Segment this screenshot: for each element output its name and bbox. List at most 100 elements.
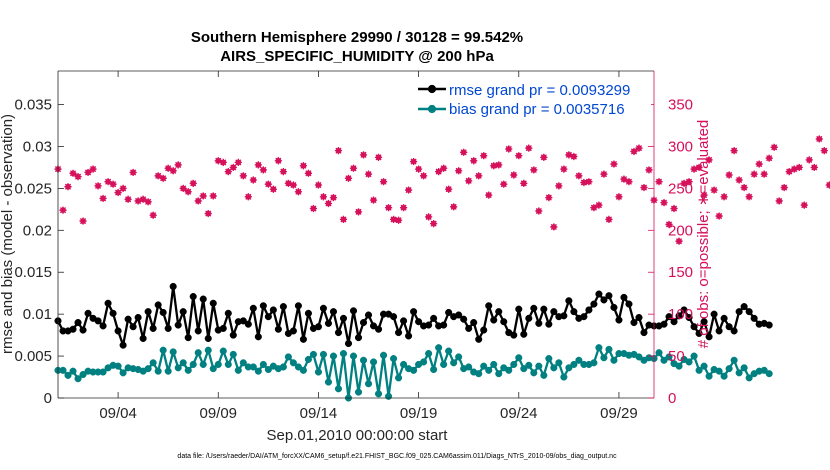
rmse-point bbox=[520, 330, 528, 338]
bias-point bbox=[385, 392, 393, 400]
y-axis-right-label: # of obs: o=possible; ∗=evaluated bbox=[695, 120, 712, 349]
rmse-point bbox=[149, 324, 157, 332]
obs-count-point bbox=[374, 153, 383, 161]
obs-count-point bbox=[510, 171, 518, 179]
rmse-point bbox=[590, 300, 598, 308]
obs-count-point bbox=[364, 170, 373, 178]
bias-point bbox=[565, 364, 573, 372]
bias-point bbox=[685, 358, 693, 366]
bias-point bbox=[410, 366, 418, 374]
rmse-point bbox=[730, 327, 738, 335]
obs-count-point bbox=[710, 186, 718, 194]
bias-point bbox=[219, 347, 227, 355]
legend-box bbox=[411, 77, 651, 119]
rmse-point bbox=[525, 314, 533, 322]
obs-count-point bbox=[369, 196, 378, 204]
obs-count-point bbox=[730, 147, 738, 155]
rmse-point bbox=[715, 327, 723, 335]
bias-point bbox=[359, 356, 368, 364]
bias-point bbox=[560, 373, 568, 381]
bias-point bbox=[430, 365, 438, 374]
obs-count-point bbox=[299, 162, 308, 170]
obs-count-point bbox=[199, 192, 207, 200]
obs-count-point bbox=[695, 163, 703, 172]
bias-point bbox=[395, 374, 403, 382]
y-right-tick-label: 100 bbox=[668, 306, 693, 323]
obs-count-point bbox=[725, 171, 733, 179]
rmse-point bbox=[164, 324, 172, 332]
rmse-point bbox=[530, 304, 538, 312]
bias-point bbox=[64, 371, 72, 379]
obs-count-point bbox=[700, 191, 708, 199]
obs-count-point bbox=[815, 135, 823, 143]
obs-count-point bbox=[620, 175, 628, 183]
bias-point bbox=[490, 360, 498, 369]
obs-count-point bbox=[359, 151, 368, 159]
x-tick-label: 09/29 bbox=[600, 405, 638, 422]
obs-count-point bbox=[344, 174, 353, 182]
obs-count-point bbox=[284, 179, 292, 187]
bias-point bbox=[144, 365, 152, 373]
rmse-point bbox=[440, 321, 448, 329]
bias-point bbox=[59, 366, 67, 374]
obs-count-point bbox=[184, 188, 192, 196]
bias-point bbox=[390, 355, 398, 363]
bias-point bbox=[510, 360, 518, 369]
rmse-point bbox=[560, 312, 568, 320]
rmse-point bbox=[640, 329, 648, 337]
rmse-point bbox=[720, 314, 728, 322]
y-right-tick-label: 0 bbox=[668, 390, 676, 407]
rmse-point bbox=[199, 295, 207, 303]
bias-point bbox=[319, 350, 327, 358]
bias-point bbox=[74, 375, 82, 383]
obs-count-point bbox=[505, 145, 513, 153]
rmse-point bbox=[99, 322, 107, 330]
obs-count-point bbox=[264, 180, 272, 188]
obs-count-point bbox=[575, 172, 583, 180]
rmse-point bbox=[495, 308, 503, 316]
rmse-point bbox=[324, 319, 333, 327]
bias-point bbox=[465, 363, 473, 371]
rmse-point bbox=[154, 301, 162, 309]
bias-point bbox=[700, 362, 708, 370]
rmse-point bbox=[124, 315, 132, 323]
obs-count-point bbox=[174, 161, 182, 169]
obs-count-point bbox=[194, 197, 202, 205]
obs-count-point bbox=[780, 183, 788, 192]
obs-count-point bbox=[720, 193, 728, 201]
rmse-point bbox=[515, 305, 523, 313]
rmse-point bbox=[84, 309, 92, 317]
bias-point bbox=[99, 368, 107, 376]
rmse-point bbox=[329, 308, 338, 316]
chart-title-line1: Southern Hemisphere 29990 / 30128 = 99.5… bbox=[191, 29, 523, 46]
obs-count-point bbox=[805, 156, 813, 164]
obs-count-point bbox=[610, 160, 618, 168]
obs-count-point bbox=[154, 172, 162, 180]
obs-count-point bbox=[309, 204, 318, 213]
bias-point bbox=[154, 367, 162, 375]
rmse-point bbox=[249, 304, 257, 312]
rmse-point bbox=[565, 297, 573, 305]
rmse-point bbox=[605, 292, 613, 300]
obs-count-point bbox=[485, 191, 493, 199]
obs-count-point bbox=[254, 161, 262, 169]
obs-count-point bbox=[520, 179, 528, 187]
bias-point bbox=[314, 368, 322, 376]
obs-count-point bbox=[635, 144, 643, 152]
legend-bias-marker bbox=[427, 104, 437, 114]
obs-count-point bbox=[239, 172, 247, 180]
y-left-tick-label: 0 bbox=[44, 390, 52, 407]
rmse-point bbox=[750, 314, 758, 322]
obs-count-point bbox=[585, 178, 593, 186]
obs-count-point bbox=[224, 168, 232, 176]
bias-point bbox=[239, 359, 247, 367]
rmse-point bbox=[244, 320, 252, 328]
rmse-point bbox=[635, 313, 643, 322]
bias-point bbox=[540, 371, 548, 379]
rmse-point bbox=[630, 318, 638, 327]
rmse-point bbox=[665, 313, 673, 321]
obs-count-point bbox=[379, 178, 388, 186]
rmse-point bbox=[134, 313, 142, 322]
rmse-point bbox=[490, 316, 498, 324]
rmse-point bbox=[374, 325, 383, 333]
